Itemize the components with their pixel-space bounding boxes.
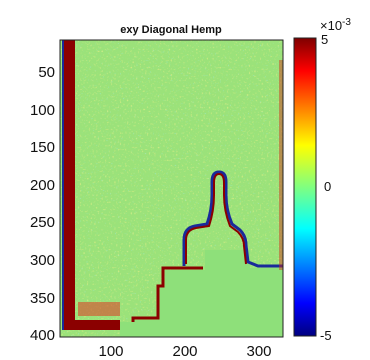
y-tick-label: 50 (38, 64, 55, 81)
colorbar-tick-label: 0 (324, 179, 331, 194)
colorbar-tick-label: 5 (321, 32, 328, 47)
colorbar-multiplier: ×10 (320, 18, 342, 33)
y-tick-label: 250 (30, 214, 55, 231)
x-tick-label: 100 (98, 343, 123, 360)
y-tick-label: 350 (30, 290, 55, 307)
left-edge-band (64, 40, 75, 330)
y-tick-label: 200 (30, 177, 55, 194)
colorbar: ×10 -3 5 0 -5 (293, 17, 351, 343)
plot-frame (59, 39, 284, 338)
right-edge-red (279, 60, 283, 270)
chart-title: exy Diagonal Hemp (120, 24, 222, 36)
x-tick-label: 200 (172, 343, 197, 360)
colorbar-exponent: -3 (342, 17, 351, 28)
masked-region (120, 250, 283, 337)
bottle-outline (182, 170, 283, 268)
x-tick-label: 300 (246, 343, 271, 360)
bottle-outline-red (185, 172, 247, 265)
bottom-left-band (64, 320, 120, 330)
y-axis: 50 100 150 200 250 300 350 400 (30, 64, 55, 344)
y-tick-label: 400 (30, 327, 55, 344)
bottom-left-red (78, 302, 120, 316)
heatmap-field (60, 40, 283, 337)
x-axis: 100 200 300 (98, 343, 271, 360)
colorbar-gradient (293, 37, 317, 337)
y-tick-label: 150 (30, 139, 55, 156)
colorbar-tick-label: -5 (320, 328, 332, 343)
left-edge-band-blue (62, 40, 64, 330)
y-tick-label: 300 (30, 252, 55, 269)
step-outline (131, 266, 203, 322)
y-tick-label: 100 (30, 102, 55, 119)
